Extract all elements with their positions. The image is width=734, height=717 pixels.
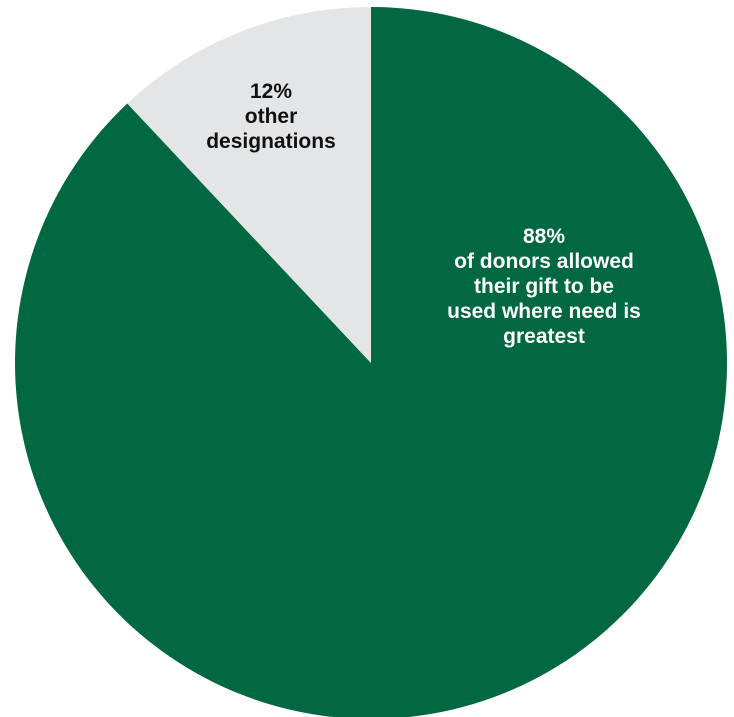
pie-slice-value-1: 12% <box>250 80 292 103</box>
pie-slice-0 <box>15 7 727 717</box>
pie-slice-1 <box>127 7 371 363</box>
pie-slice-label-1: 12% other designations <box>206 80 336 153</box>
pie-slices <box>15 7 727 717</box>
pie-slice-label-0: 88% of donors allowed their gift to be used… <box>447 225 641 348</box>
pie-slice-text-line: greatest <box>503 325 585 348</box>
pie-slice-text-line: designations <box>206 130 336 153</box>
pie-slice-text-line: their gift to be <box>474 275 614 298</box>
pie-slice-text-line: used where need is <box>447 300 641 323</box>
pie-slice-text-line: of donors allowed <box>454 250 634 273</box>
pie-labels: 88% of donors allowed their gift to be used… <box>206 80 641 348</box>
pie-slice-value-0: 88% <box>523 225 565 248</box>
pie-slice-text-line: other <box>245 105 298 128</box>
